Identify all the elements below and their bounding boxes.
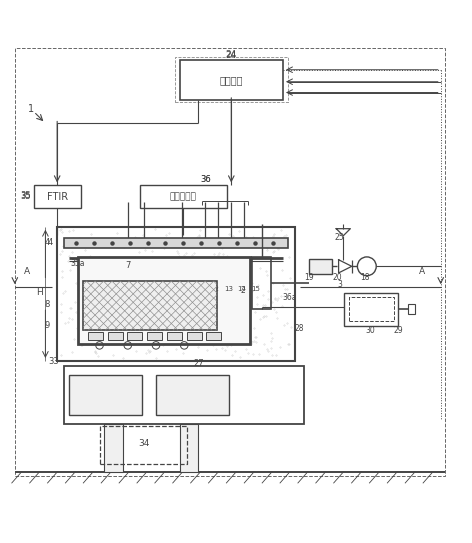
Bar	[147, 332, 162, 340]
Bar	[83, 281, 217, 330]
Bar	[64, 238, 288, 248]
Text: 23: 23	[125, 286, 135, 295]
Text: 温度測定器: 温度測定器	[169, 192, 196, 201]
Text: 28: 28	[295, 324, 304, 333]
Text: 35: 35	[21, 192, 31, 201]
Text: 14: 14	[238, 286, 246, 292]
Text: 制御装置: 制御装置	[219, 75, 243, 85]
Bar	[179, 425, 198, 471]
Text: H: H	[36, 288, 43, 297]
Text: 36: 36	[200, 175, 211, 184]
Text: 18: 18	[361, 273, 370, 282]
Text: 3: 3	[337, 280, 342, 289]
Text: 8: 8	[45, 300, 50, 309]
Text: 35a: 35a	[70, 258, 85, 268]
Text: 25: 25	[335, 233, 345, 242]
Text: A: A	[419, 267, 425, 276]
Bar	[100, 426, 186, 464]
Text: 4: 4	[45, 238, 50, 247]
Bar	[140, 185, 227, 208]
Bar	[167, 332, 182, 340]
Text: K: K	[179, 286, 185, 295]
Bar	[104, 425, 123, 471]
Text: 24: 24	[226, 49, 237, 59]
Text: 27: 27	[193, 359, 203, 368]
Text: 15: 15	[251, 286, 260, 292]
Bar	[175, 58, 288, 102]
Text: 4: 4	[47, 238, 52, 247]
Bar	[349, 298, 394, 321]
Bar	[108, 332, 123, 340]
Text: 20: 20	[332, 273, 342, 282]
Text: 33: 33	[49, 357, 59, 367]
Text: A: A	[24, 267, 30, 276]
Bar	[156, 375, 229, 415]
Bar	[64, 365, 304, 425]
Bar	[186, 332, 202, 340]
Bar	[88, 332, 103, 340]
Bar	[34, 185, 81, 208]
Text: 34: 34	[139, 439, 150, 448]
Text: 24: 24	[226, 50, 237, 60]
Bar	[78, 257, 250, 344]
Bar	[69, 375, 142, 415]
Bar	[309, 259, 332, 274]
Bar	[57, 227, 295, 361]
Bar	[253, 257, 271, 309]
Bar	[127, 332, 143, 340]
Text: 19: 19	[304, 273, 314, 282]
Text: 36: 36	[200, 175, 211, 184]
Bar	[408, 305, 415, 314]
Text: FTIR: FTIR	[47, 192, 67, 201]
Text: 30: 30	[365, 326, 375, 335]
Bar	[344, 293, 398, 326]
Text: 35: 35	[21, 191, 31, 200]
Text: 13: 13	[224, 286, 233, 292]
Text: 7: 7	[125, 261, 130, 270]
Text: 1: 1	[28, 104, 34, 114]
Text: 12: 12	[211, 286, 219, 292]
Text: 36a: 36a	[283, 293, 297, 302]
Bar	[206, 332, 221, 340]
Text: 29: 29	[394, 326, 403, 335]
Text: 2: 2	[241, 286, 245, 295]
Text: 9: 9	[45, 321, 50, 330]
Bar	[179, 60, 283, 100]
